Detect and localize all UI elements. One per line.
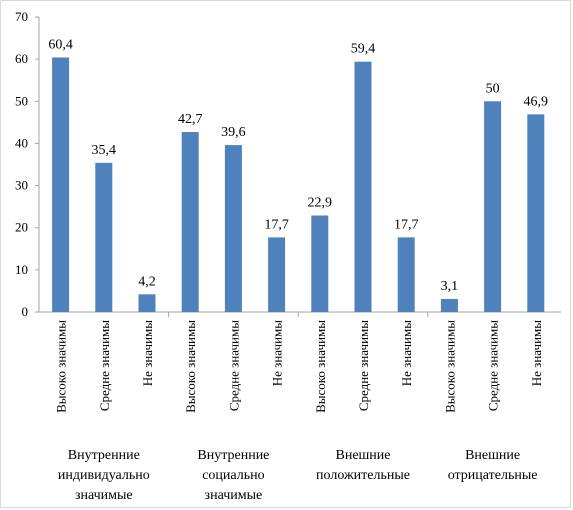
y-tick-label: 60 xyxy=(15,51,28,66)
bar xyxy=(354,61,372,312)
group-label: значимые xyxy=(205,488,263,503)
category-label: Средне значимы xyxy=(356,320,371,411)
data-label: 17,7 xyxy=(394,217,419,232)
y-tick-label: 30 xyxy=(15,178,28,193)
y-tick-label: 70 xyxy=(15,9,28,24)
group-label: Внутренние xyxy=(68,448,140,463)
group-label: индивидуально xyxy=(58,468,150,483)
bar xyxy=(268,237,286,312)
data-label: 60,4 xyxy=(48,37,73,52)
data-label: 39,6 xyxy=(221,125,246,140)
bar xyxy=(95,162,113,312)
y-tick-label: 20 xyxy=(15,220,28,235)
data-label: 50 xyxy=(486,81,500,96)
data-label: 59,4 xyxy=(351,42,376,57)
category-label: Высоко значимы xyxy=(313,320,328,413)
data-label: 22,9 xyxy=(308,195,333,210)
data-label: 42,7 xyxy=(178,112,203,127)
category-label: Не значимы xyxy=(140,320,155,386)
category-label: Не значимы xyxy=(529,320,544,386)
y-tick-label: 0 xyxy=(22,304,29,319)
data-label: 17,7 xyxy=(264,217,289,232)
category-label: Не значимы xyxy=(270,320,285,386)
bar xyxy=(527,114,545,312)
data-label: 35,4 xyxy=(92,143,117,158)
category-label: Высоко значимы xyxy=(54,320,69,413)
category-label: Высоко значимы xyxy=(183,320,198,413)
group-label: Внешние xyxy=(465,448,520,463)
bar xyxy=(224,145,242,312)
bar xyxy=(397,237,415,312)
data-label: 4,2 xyxy=(138,274,156,289)
bar xyxy=(181,132,199,312)
group-label: Внутренние xyxy=(197,448,269,463)
y-tick-label: 10 xyxy=(15,262,28,277)
y-tick-label: 50 xyxy=(15,93,28,108)
category-label: Высоко значимы xyxy=(442,320,457,413)
group-label: социально xyxy=(202,468,264,483)
category-label: Не значимы xyxy=(399,320,414,386)
group-label: Внешние xyxy=(335,448,390,463)
category-label: Средне значимы xyxy=(226,320,241,411)
group-label: отрицательные xyxy=(448,468,538,483)
data-label: 3,1 xyxy=(441,279,459,294)
category-label: Средне значимы xyxy=(97,320,112,411)
group-label: значимые xyxy=(75,488,133,503)
bar xyxy=(484,101,502,313)
data-label: 46,9 xyxy=(524,94,549,109)
bar xyxy=(440,298,458,312)
y-tick-label: 40 xyxy=(15,135,28,150)
bar xyxy=(311,215,329,312)
group-label: положительные xyxy=(316,468,410,483)
bar xyxy=(138,294,156,312)
bar xyxy=(52,57,70,313)
category-label: Средне значимы xyxy=(486,320,501,411)
